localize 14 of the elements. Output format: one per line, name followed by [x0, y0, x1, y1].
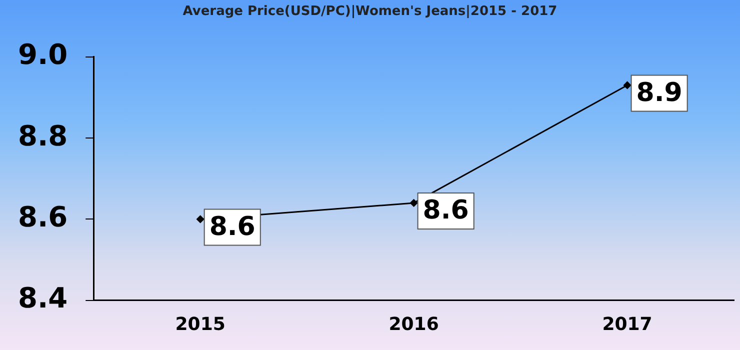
- y-tick-label: 8.4: [18, 282, 68, 315]
- y-tick-label: 8.8: [18, 119, 68, 152]
- point: [410, 199, 418, 207]
- data-label: 8.6: [209, 212, 256, 242]
- y-tick-label: 9.0: [18, 38, 68, 72]
- chart-title: Average Price(USD/PC)|Women's Jeans|2015 - 2017: [182, 4, 558, 19]
- x-tick-label: 2015: [175, 314, 226, 335]
- x-tick-label: 2017: [602, 314, 652, 335]
- y-tick-label: 8.6: [18, 200, 68, 234]
- data-label: 8.9: [636, 78, 682, 108]
- x-tick-label: 2016: [388, 314, 439, 335]
- point: [624, 81, 632, 89]
- point: [196, 215, 204, 223]
- data-label: 8.6: [422, 196, 469, 226]
